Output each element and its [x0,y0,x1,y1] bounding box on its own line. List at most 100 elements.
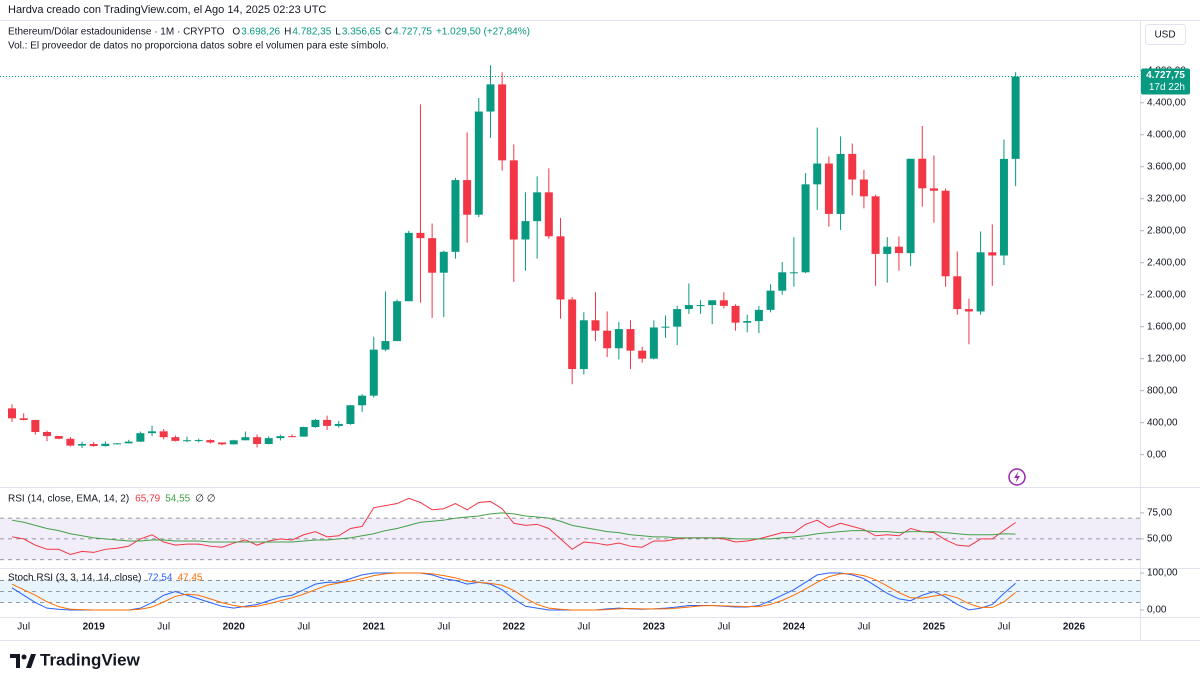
legend-text: O [232,27,240,38]
alert-icon[interactable] [1008,468,1026,486]
candle-body [334,423,343,426]
y-tick-label: 400,00 [1147,417,1178,428]
candle-body [194,440,203,442]
candle-body [638,350,647,359]
x-tick-label: 2025 [923,622,946,633]
candle-body [649,327,658,359]
candle-body [381,341,390,350]
y-tick-label: 2.800,00 [1147,225,1186,236]
caption: Hardva creado con TradingView.com, el Ag… [8,4,326,16]
candle-body [894,246,903,254]
candle-body [614,329,623,349]
candle-body [1011,76,1020,159]
candle-body [673,309,682,327]
candle-body [766,290,775,310]
candle-body [661,326,670,328]
candle-body [743,321,752,323]
x-tick-label: 2024 [783,622,806,633]
x-tick-label: Jul [17,622,30,633]
x-tick-label: 2021 [363,622,386,633]
legend-text: 3.356,65 [342,27,381,38]
candle-body [719,300,728,306]
candle-body [603,330,612,349]
legend-text: H [284,27,291,38]
legend-text: 4.782,35 [292,27,331,38]
candle-body [66,438,75,446]
legend-text: 72,54 [147,573,172,584]
logo-mark [26,654,36,668]
candle-body [591,320,600,331]
candle-body [218,442,227,445]
y-tick-label: 4.000,00 [1147,129,1186,140]
candle-body [848,153,857,180]
candle-body [428,238,437,273]
candle-body [346,405,355,424]
countdown-label: 17d 22h [1149,82,1185,93]
legend-text: Ethereum/Dólar estadounidense · 1M · CRY… [8,27,225,38]
x-tick-label: Jul [577,622,590,633]
y-tick-label: 800,00 [1147,385,1178,396]
brand-name: TradingView [40,650,141,669]
legend-text: 54,55 [165,494,190,505]
x-tick-label: 2023 [643,622,666,633]
candle-body [253,437,262,444]
indicator-line [11,512,1016,543]
candle-body [509,160,518,240]
candle-body [824,163,833,214]
candle-body [953,276,962,310]
y-tick-label: 4.400,00 [1147,97,1186,108]
candle-body [521,221,530,240]
candle-body [369,349,378,396]
legend-text: L [335,27,341,38]
candle-body [556,236,565,300]
candle-body [323,419,332,426]
candle-body [988,252,997,256]
legend-text: 65,79 [135,494,160,505]
candle-body [813,163,822,185]
candle-body [486,84,495,112]
candle-body [626,329,635,351]
candle-body [871,196,880,254]
candle-body [183,440,192,442]
legend-text: RSI (14, close, EMA, 14, 2) [8,494,129,505]
candle-body [229,440,238,445]
candle-body [206,440,215,443]
candle-body [696,305,705,307]
candle-body [568,299,577,370]
candle-body [19,418,28,420]
x-tick-label: Jul [297,622,310,633]
y-tick-label: 0,00 [1147,449,1167,460]
candle-body [579,320,588,370]
currency-button[interactable] [1145,24,1186,45]
candle-body [684,305,693,310]
candle-body [416,232,425,239]
candle-body [101,443,110,447]
legend-text: 47,45 [177,573,202,584]
candle-body [148,431,157,434]
x-tick-label: 2020 [223,622,246,633]
x-tick-label: Jul [858,622,871,633]
legend-text: ∅ ∅ [195,494,215,505]
last-price-tag [1141,68,1190,95]
alert-bolt[interactable] [1014,471,1020,483]
candle-body [8,408,16,419]
candle-body [54,436,63,439]
candle-body [918,158,927,189]
x-tick-label: 2019 [83,622,106,633]
x-tick-label: Jul [998,622,1011,633]
y-tick-label: 100,00 [1147,568,1178,579]
x-tick-label: Jul [717,622,730,633]
candle-body [731,305,740,323]
candle-body [276,436,285,439]
note: Vol.: El proveedor de datos no proporcio… [8,41,389,52]
candle-body [404,232,413,302]
candle-body [113,443,122,445]
candle-body [789,272,798,274]
currency-label[interactable]: USD [1154,30,1175,41]
candle-body [463,180,472,215]
candle-body [941,190,950,277]
candle-body [124,441,133,444]
candle-body [89,443,98,447]
candle-body [288,436,297,438]
